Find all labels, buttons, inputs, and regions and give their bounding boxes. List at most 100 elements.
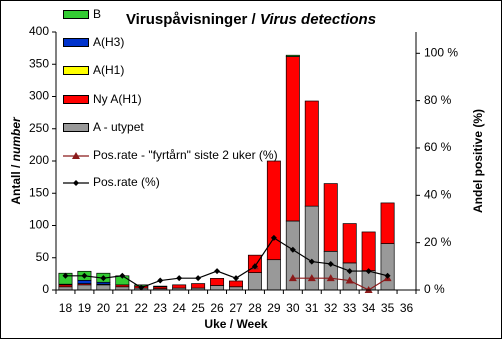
bar bbox=[323, 250, 338, 291]
marker bbox=[345, 276, 354, 284]
title-part: Virus detections bbox=[260, 11, 376, 28]
legend-marker bbox=[72, 152, 80, 159]
bar bbox=[191, 283, 206, 289]
y2-tick-label: 40 % bbox=[424, 187, 452, 201]
bar bbox=[285, 54, 300, 57]
bar bbox=[77, 284, 92, 291]
legend-label: A(H3) bbox=[93, 35, 125, 49]
bar bbox=[153, 285, 168, 288]
y-tick-label: 350 bbox=[29, 56, 49, 70]
marker bbox=[233, 275, 239, 282]
legend-label: B bbox=[93, 7, 102, 21]
marker bbox=[384, 272, 391, 279]
bar bbox=[342, 223, 357, 264]
legend-label: Ny A(H1) bbox=[93, 92, 142, 106]
legend-swatch bbox=[63, 10, 89, 19]
y2-tick-label: 0 % bbox=[424, 282, 445, 296]
x-tick-label: 36 bbox=[400, 301, 414, 315]
marker bbox=[289, 246, 296, 253]
marker bbox=[81, 272, 88, 279]
x-tick-label: 18 bbox=[59, 301, 73, 315]
marker bbox=[157, 277, 164, 284]
x-tick-label: 28 bbox=[248, 301, 262, 315]
y2-tick-label: 20 % bbox=[424, 235, 452, 249]
marker bbox=[214, 268, 221, 275]
x-tick-label: 32 bbox=[324, 301, 338, 315]
legend-label: A - utypet bbox=[93, 120, 144, 134]
x-tick-label: 25 bbox=[191, 301, 205, 315]
bar bbox=[229, 280, 243, 288]
marker bbox=[251, 263, 258, 270]
bar bbox=[210, 278, 225, 286]
legend-label: A(H1) bbox=[93, 63, 125, 77]
marker bbox=[119, 272, 126, 279]
marker bbox=[308, 258, 315, 265]
x-tick-label: 21 bbox=[116, 301, 130, 315]
x-tick-label: 34 bbox=[362, 301, 376, 315]
legend-label: Pos.rate (%) bbox=[93, 175, 160, 189]
y-axis-label: Antall / number bbox=[9, 116, 23, 205]
y-tick-label: 250 bbox=[29, 121, 49, 135]
x-tick-label: 27 bbox=[229, 301, 243, 315]
marker bbox=[327, 260, 334, 267]
legend-swatch bbox=[63, 38, 89, 47]
marker bbox=[62, 272, 69, 279]
y2-tick-label: 80 % bbox=[424, 93, 452, 107]
bar bbox=[361, 231, 376, 271]
marker bbox=[307, 274, 316, 282]
x-tick-label: 30 bbox=[286, 301, 300, 315]
bar bbox=[210, 285, 225, 291]
bar bbox=[380, 202, 395, 244]
marker bbox=[365, 268, 372, 275]
chart-title: Viruspåvisninger / Virus detections bbox=[126, 11, 376, 28]
y-tick-label: 100 bbox=[29, 218, 49, 232]
bar bbox=[304, 100, 319, 207]
y-tick-label: 200 bbox=[29, 153, 49, 167]
label-part: number bbox=[9, 116, 23, 161]
bar bbox=[266, 160, 281, 261]
bar bbox=[172, 284, 187, 289]
x-tick-label: 23 bbox=[154, 301, 168, 315]
x-tick-label: 20 bbox=[97, 301, 111, 315]
legend-swatch bbox=[63, 66, 89, 75]
y-tick-label: 50 bbox=[36, 250, 50, 264]
y2-tick-label: 60 % bbox=[424, 140, 452, 154]
marker bbox=[326, 274, 335, 282]
x-tick-label: 22 bbox=[135, 301, 149, 315]
legend-swatch bbox=[63, 95, 89, 104]
x-tick-label: 19 bbox=[78, 301, 92, 315]
marker bbox=[288, 274, 297, 282]
marker bbox=[195, 275, 202, 282]
bar bbox=[266, 259, 281, 291]
marker bbox=[138, 284, 145, 291]
bar bbox=[247, 272, 262, 291]
x-tick-label: 33 bbox=[343, 301, 357, 315]
marker bbox=[270, 234, 277, 241]
bar bbox=[77, 279, 92, 284]
bar bbox=[323, 183, 338, 252]
legend-label: Pos.rate - "fyrtårn" siste 2 uker (%) bbox=[93, 148, 278, 162]
y-tick-label: 300 bbox=[29, 89, 49, 103]
line bbox=[292, 277, 388, 291]
y-tick-label: 0 bbox=[42, 282, 49, 296]
x-tick-label: 31 bbox=[305, 301, 319, 315]
y2-axis-label: Andel positive (%) bbox=[471, 109, 485, 213]
legend-swatch bbox=[63, 123, 89, 132]
line bbox=[65, 237, 388, 289]
x-tick-label: 26 bbox=[210, 301, 224, 315]
marker bbox=[346, 268, 353, 275]
x-tick-label: 29 bbox=[267, 301, 281, 315]
marker bbox=[176, 275, 183, 282]
x-axis-label: Uke / Week bbox=[204, 317, 267, 331]
label-part: Antall / bbox=[9, 161, 23, 204]
bar bbox=[96, 284, 111, 291]
x-tick-label: 35 bbox=[381, 301, 395, 315]
bar bbox=[342, 262, 357, 291]
y-tick-label: 400 bbox=[29, 24, 49, 38]
bar bbox=[285, 56, 300, 222]
marker bbox=[100, 275, 107, 282]
y2-tick-label: 100 % bbox=[424, 45, 458, 59]
bar bbox=[380, 243, 395, 291]
x-tick-label: 24 bbox=[172, 301, 186, 315]
